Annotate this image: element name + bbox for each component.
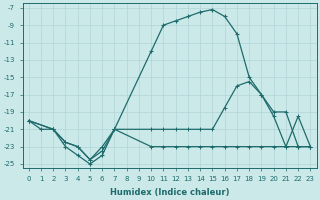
X-axis label: Humidex (Indice chaleur): Humidex (Indice chaleur) [110,188,229,197]
